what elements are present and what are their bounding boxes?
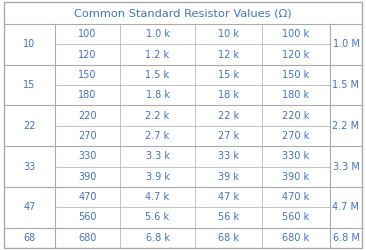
Text: 2.7 k: 2.7 k	[145, 131, 169, 141]
Text: 6.8 M: 6.8 M	[333, 233, 359, 243]
Text: 68 k: 68 k	[218, 233, 239, 243]
Text: 15: 15	[23, 80, 36, 90]
Text: 680 k: 680 k	[283, 233, 310, 243]
Text: 3.9 k: 3.9 k	[146, 172, 169, 182]
Text: 22: 22	[23, 121, 36, 131]
Text: 47 k: 47 k	[218, 192, 239, 202]
Text: 47: 47	[23, 202, 36, 212]
Text: 22 k: 22 k	[218, 111, 239, 121]
Text: 33 k: 33 k	[218, 151, 239, 161]
Text: 15 k: 15 k	[218, 70, 239, 80]
Text: 470 k: 470 k	[283, 192, 310, 202]
Text: 1.0 k: 1.0 k	[146, 29, 169, 39]
Text: 33: 33	[23, 162, 36, 172]
Text: 1.5 k: 1.5 k	[145, 70, 169, 80]
Text: 330: 330	[78, 151, 97, 161]
Text: 390 k: 390 k	[283, 172, 310, 182]
Text: 1.2 k: 1.2 k	[145, 50, 169, 59]
Text: 12 k: 12 k	[218, 50, 239, 59]
Text: 39 k: 39 k	[218, 172, 239, 182]
Text: 560 k: 560 k	[283, 212, 310, 222]
Text: Common Standard Resistor Values (Ω): Common Standard Resistor Values (Ω)	[74, 8, 292, 18]
Text: 150: 150	[78, 70, 97, 80]
Text: 2.2 k: 2.2 k	[145, 111, 169, 121]
Text: 270: 270	[78, 131, 97, 141]
Text: 180 k: 180 k	[283, 90, 310, 100]
Text: 68: 68	[23, 233, 36, 243]
Text: 100 k: 100 k	[283, 29, 310, 39]
Text: 270 k: 270 k	[282, 131, 310, 141]
Text: 56 k: 56 k	[218, 212, 239, 222]
Text: 3.3 M: 3.3 M	[333, 162, 359, 172]
Text: 330 k: 330 k	[283, 151, 310, 161]
Text: 180: 180	[78, 90, 97, 100]
Text: 3.3 k: 3.3 k	[146, 151, 169, 161]
Text: 6.8 k: 6.8 k	[146, 233, 169, 243]
Text: 390: 390	[78, 172, 97, 182]
Text: 18 k: 18 k	[218, 90, 239, 100]
Text: 10: 10	[23, 39, 36, 49]
Text: 150 k: 150 k	[283, 70, 310, 80]
Text: 4.7 M: 4.7 M	[332, 202, 359, 212]
Text: 220 k: 220 k	[282, 111, 310, 121]
Text: 680: 680	[78, 233, 97, 243]
Text: 27 k: 27 k	[218, 131, 239, 141]
Text: 2.2 M: 2.2 M	[332, 121, 359, 131]
Text: 120 k: 120 k	[283, 50, 310, 59]
Text: 1.5 M: 1.5 M	[332, 80, 359, 90]
Text: 4.7 k: 4.7 k	[145, 192, 169, 202]
Text: 100: 100	[78, 29, 97, 39]
Text: 470: 470	[78, 192, 97, 202]
Text: 560: 560	[78, 212, 97, 222]
Text: 120: 120	[78, 50, 97, 59]
Text: 5.6 k: 5.6 k	[145, 212, 169, 222]
Text: 10 k: 10 k	[218, 29, 239, 39]
Text: 220: 220	[78, 111, 97, 121]
Text: 1.8 k: 1.8 k	[146, 90, 169, 100]
Text: 1.0 M: 1.0 M	[333, 39, 359, 49]
